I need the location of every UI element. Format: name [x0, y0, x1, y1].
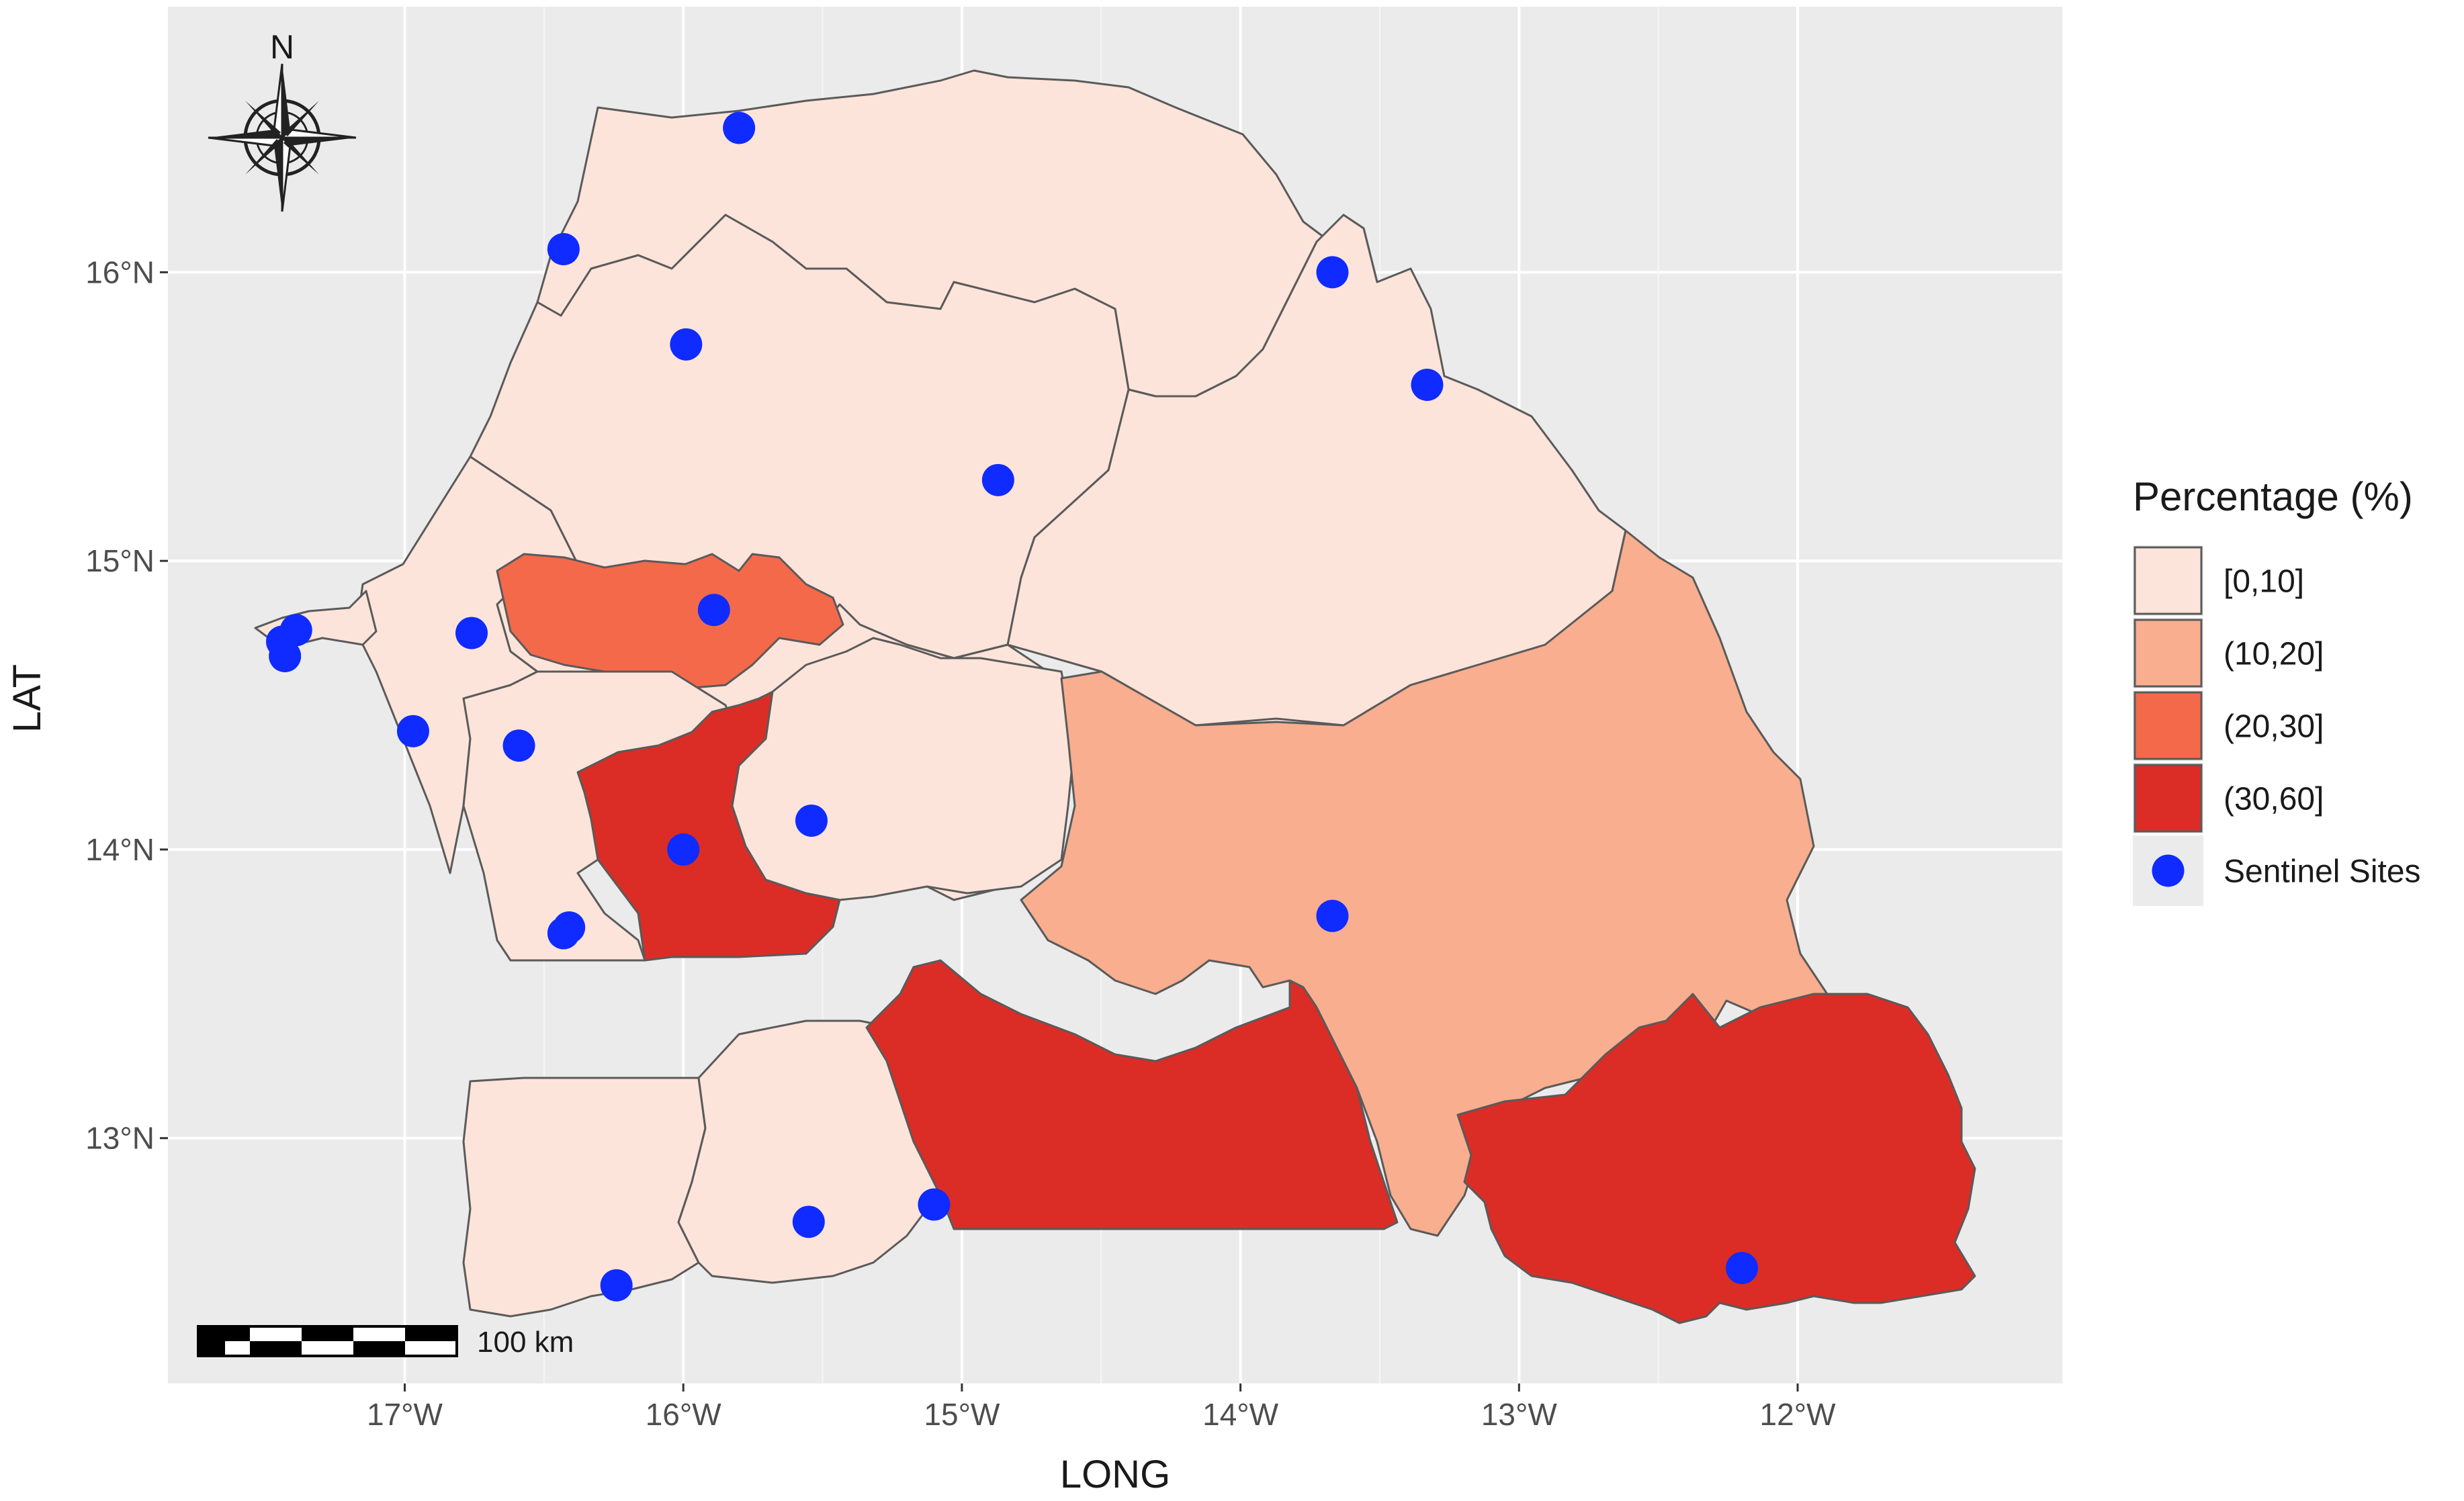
sentinel-site-point	[396, 715, 429, 747]
legend-swatch	[2133, 619, 2203, 688]
region-thies-east	[496, 553, 844, 690]
y-axis-ticks: 13°N 14°N 15°N 16°N	[85, 255, 168, 1156]
x-tick-label: 17°W	[367, 1397, 443, 1432]
compass-north-label: N	[270, 28, 294, 66]
sentinel-site-point	[1726, 1252, 1759, 1285]
y-tick-label: 13°N	[85, 1121, 155, 1156]
y-tick-label: 16°N	[85, 255, 155, 289]
sentinel-site-point	[547, 233, 580, 266]
x-tick-label: 12°W	[1760, 1397, 1837, 1432]
y-axis-title: LAT	[5, 664, 49, 733]
legend-swatch	[2133, 764, 2203, 833]
sentinel-site-point	[269, 639, 302, 672]
x-axis-ticks: 17°W 16°W 15°W 14°W 13°W 12°W	[367, 1383, 1836, 1432]
sentinel-site-point	[1316, 899, 1349, 932]
sentinel-site-point	[697, 594, 730, 627]
legend-title: Percentage (%)	[2133, 474, 2413, 519]
legend: Percentage (%) [0,10] (10,20] (20,30] (30,6…	[2133, 474, 2421, 906]
sentinel-site-point	[795, 804, 828, 837]
sentinel-site-point	[502, 729, 535, 762]
regions	[254, 69, 1976, 1324]
y-tick-label: 14°N	[85, 832, 155, 867]
sentinel-site-point	[547, 917, 580, 950]
legend-site-symbol	[2152, 854, 2185, 887]
legend-label: (20,30]	[2224, 709, 2324, 745]
sentinel-site-point	[600, 1269, 633, 1302]
legend-swatch	[2133, 546, 2203, 615]
sentinel-site-point	[1411, 368, 1444, 401]
x-tick-label: 13°W	[1481, 1397, 1558, 1432]
sentinel-sites	[266, 111, 1759, 1302]
north-arrow-icon: N	[208, 28, 357, 212]
region-kedougou	[1456, 993, 1976, 1324]
sentinel-site-point	[981, 463, 1014, 496]
sentinel-site-point	[723, 111, 756, 144]
sentinel-site-point	[455, 617, 488, 649]
sentinel-site-point	[667, 833, 700, 866]
x-tick-label: 15°W	[924, 1397, 1000, 1432]
x-tick-label: 16°W	[646, 1397, 722, 1432]
scale-bar-label: 100 km	[477, 1326, 574, 1359]
region-sedhiou	[677, 1019, 949, 1284]
legend-swatch	[2133, 691, 2203, 760]
sentinel-site-point	[918, 1188, 951, 1221]
sentinel-site-point	[670, 328, 703, 361]
legend-label: (30,60]	[2224, 782, 2324, 817]
y-tick-label: 15°N	[85, 543, 155, 578]
region-ziguinchor	[462, 1077, 707, 1318]
legend-label: [0,10]	[2224, 564, 2304, 600]
sentinel-site-point	[792, 1206, 825, 1238]
sentinel-site-point	[1316, 256, 1349, 289]
legend-label: (10,20]	[2224, 637, 2324, 672]
x-tick-label: 14°W	[1202, 1397, 1279, 1432]
legend-label-sites: Sentinel Sites	[2224, 854, 2421, 890]
x-axis-title: LONG	[1060, 1453, 1170, 1496]
scale-bar: 100 km	[197, 1325, 574, 1359]
